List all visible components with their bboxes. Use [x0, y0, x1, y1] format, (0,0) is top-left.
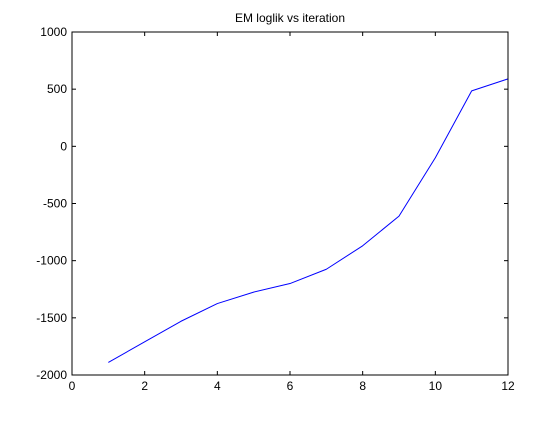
y-tick-label: 0	[60, 139, 67, 153]
y-tick-label: -1500	[36, 311, 67, 325]
x-tick-label: 0	[69, 379, 76, 393]
x-tick-label: 4	[214, 379, 221, 393]
x-tick-label: 2	[141, 379, 148, 393]
series-layer	[108, 78, 509, 363]
x-tick-label: 10	[429, 379, 443, 393]
x-tick-label: 6	[287, 379, 294, 393]
series-line-1	[108, 78, 509, 363]
axes-layer: 0 2 4 6 8 10 12 -2000 -1500 -1000 -500 0 500 1000	[36, 25, 515, 393]
x-tick-label: 12	[501, 379, 515, 393]
chart-title: EM loglik vs iteration	[235, 11, 345, 25]
y-tick-label: 1000	[40, 25, 67, 39]
y-tick-label: -2000	[36, 368, 67, 382]
y-tick-label: -1000	[36, 254, 67, 268]
axes-background	[72, 32, 508, 375]
x-tick-label: 8	[359, 379, 366, 393]
y-tick-label: 500	[47, 82, 67, 96]
y-tick-label: -500	[43, 197, 67, 211]
plot-area	[72, 32, 508, 375]
